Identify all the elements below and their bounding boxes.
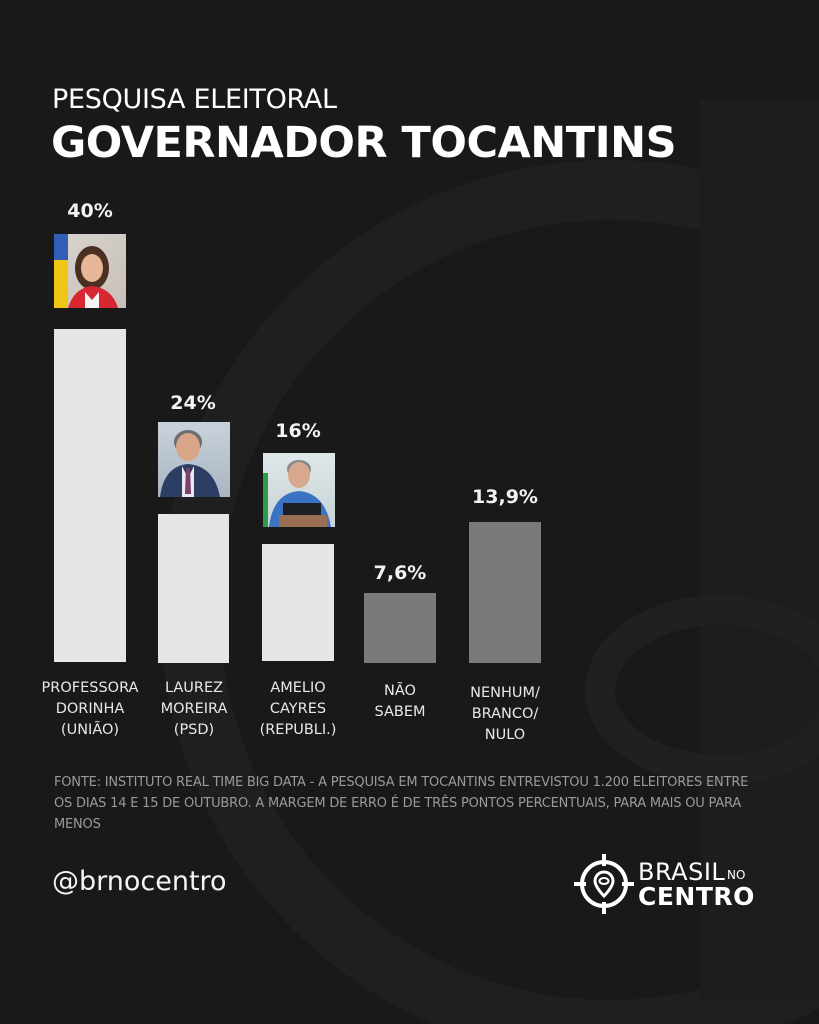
bar-laurez-moreira bbox=[158, 514, 229, 663]
label-line: (REPUBLI.) bbox=[259, 722, 337, 738]
bar-value-label: 16% bbox=[275, 420, 321, 442]
label-line: NULO bbox=[484, 727, 526, 743]
page-title: GOVERNADOR TOCANTINS bbox=[51, 118, 677, 168]
bar-nao-sabem bbox=[364, 593, 436, 663]
label-line: NENHUM/ bbox=[470, 685, 540, 701]
source-note: FONTE: INSTITUTO REAL TIME BIG DATA - A … bbox=[54, 775, 749, 832]
candidate-photo-laurez bbox=[158, 422, 230, 497]
logo-text-brasil: BRASIL bbox=[638, 858, 726, 886]
bar-category-label: NÃO SABEM bbox=[335, 681, 465, 723]
candidate-photo-amelio bbox=[263, 453, 335, 527]
bar-nenhum-branco-nulo bbox=[469, 522, 541, 663]
bar-category-label: LAUREZ MOREIRA (PSD) bbox=[129, 678, 259, 741]
bar-category-label: NENHUM/ BRANCO/ NULO bbox=[440, 683, 570, 746]
bar-category-label: PROFESSORA DORINHA (UNIÃO) bbox=[25, 678, 155, 741]
crosshair-pin-icon bbox=[574, 854, 634, 914]
subtitle: PESQUISA ELEITORAL bbox=[52, 84, 337, 115]
label-line: BRANCO/ bbox=[471, 706, 539, 722]
label-line: SABEM bbox=[374, 704, 426, 720]
bar-value-label: 13,9% bbox=[472, 486, 538, 508]
social-handle: @brnocentro bbox=[52, 866, 227, 897]
bar-amelio-cayres bbox=[262, 544, 334, 661]
label-line: PROFESSORA bbox=[41, 680, 139, 696]
label-line: AMELIO bbox=[270, 680, 326, 696]
label-line: (UNIÃO) bbox=[60, 722, 120, 738]
bar-category-label: AMELIO CAYRES (REPUBLI.) bbox=[233, 678, 363, 741]
bar-value-label: 40% bbox=[67, 200, 113, 222]
label-line: CAYRES bbox=[269, 701, 327, 717]
brand-logo: BRASIL NO CENTRO bbox=[572, 852, 762, 916]
logo-text-centro: CENTRO bbox=[638, 882, 755, 911]
candidate-photo-dorinha bbox=[54, 234, 126, 308]
bar-value-label: 24% bbox=[170, 392, 216, 414]
label-line: (PSD) bbox=[173, 722, 215, 738]
label-line: NÃO bbox=[384, 683, 416, 699]
label-line: LAUREZ bbox=[164, 680, 224, 696]
label-line: DORINHA bbox=[55, 701, 125, 717]
bar-value-label: 7,6% bbox=[373, 562, 427, 584]
bar-professora-dorinha bbox=[54, 329, 126, 662]
label-line: MOREIRA bbox=[160, 701, 228, 717]
logo-text-no: NO bbox=[727, 868, 746, 882]
